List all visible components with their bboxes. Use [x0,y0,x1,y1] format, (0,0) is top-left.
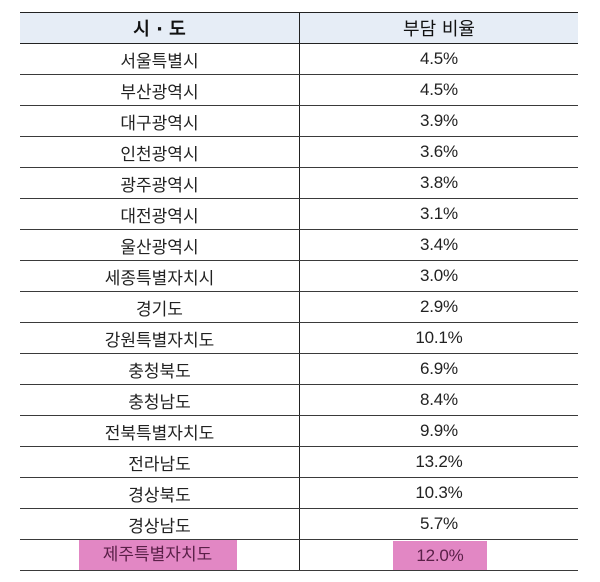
ratio-cell: 3.9% [299,105,578,137]
region-cell: 경기도 [20,291,300,323]
region-cell: 부산광역시 [20,74,300,106]
header-row: 시 · 도 부담 비율 [20,12,578,44]
table-row: 울산광역시 3.4% [20,229,578,261]
ratio-cell: 4.5% [299,74,578,106]
table-row: 대전광역시 3.1% [20,198,578,230]
highlight-marker-ratio: 12.0% [393,540,487,570]
highlight-marker-region: 제주특별자치도 [78,540,237,570]
region-cell: 울산광역시 [20,229,300,261]
table-row: 서울특별시 4.5% [20,43,578,75]
table-row: 경기도 2.9% [20,291,578,323]
region-cell: 전라남도 [20,446,300,478]
table-row: 광주광역시 3.8% [20,167,578,199]
ratio-cell: 9.9% [299,415,578,447]
table-row: 부산광역시 4.5% [20,74,578,106]
ratio-cell: 2.9% [299,291,578,323]
region-cell: 충청남도 [20,384,300,416]
region-cell: 전북특별자치도 [20,415,300,447]
region-cell: 광주광역시 [20,167,300,199]
table-row: 충청북도 6.9% [20,353,578,385]
ratio-cell: 13.2% [299,446,578,478]
ratio-cell: 10.3% [299,477,578,509]
ratio-cell: 6.9% [299,353,578,385]
table-row: 세종특별자치시 3.0% [20,260,578,292]
table-row: 강원특별자치도 10.1% [20,322,578,354]
region-cell: 서울특별시 [20,43,300,75]
ratio-cell: 3.8% [299,167,578,199]
table-row: 대구광역시 3.9% [20,105,578,137]
header-ratio: 부담 비율 [299,12,578,44]
region-cell: 제주특별자치도 [20,539,300,571]
table-row: 인천광역시 3.6% [20,136,578,168]
table-row: 경상남도 5.7% [20,508,578,540]
table-row: 전북특별자치도 9.9% [20,415,578,447]
ratio-cell: 12.0% [299,539,578,571]
ratio-cell: 3.6% [299,136,578,168]
ratio-cell: 3.1% [299,198,578,230]
region-ratio-table: 시 · 도 부담 비율 서울특별시 4.5% 부산광역시 4.5% 대구광역시 3.9… [20,12,578,571]
region-cell: 충청북도 [20,353,300,385]
ratio-cell: 3.4% [299,229,578,261]
ratio-cell: 10.1% [299,322,578,354]
ratio-cell: 5.7% [299,508,578,540]
region-cell: 강원특별자치도 [20,322,300,354]
region-cell: 세종특별자치시 [20,260,300,292]
region-cell: 경상북도 [20,477,300,509]
ratio-cell: 4.5% [299,43,578,75]
region-cell: 인천광역시 [20,136,300,168]
highlighted-row: 제주특별자치도 12.0% [20,539,578,571]
header-region: 시 · 도 [20,12,300,44]
region-cell: 대전광역시 [20,198,300,230]
ratio-cell: 3.0% [299,260,578,292]
table-row: 충청남도 8.4% [20,384,578,416]
table-row: 전라남도 13.2% [20,446,578,478]
ratio-cell: 8.4% [299,384,578,416]
region-cell: 경상남도 [20,508,300,540]
region-cell: 대구광역시 [20,105,300,137]
table-row: 경상북도 10.3% [20,477,578,509]
